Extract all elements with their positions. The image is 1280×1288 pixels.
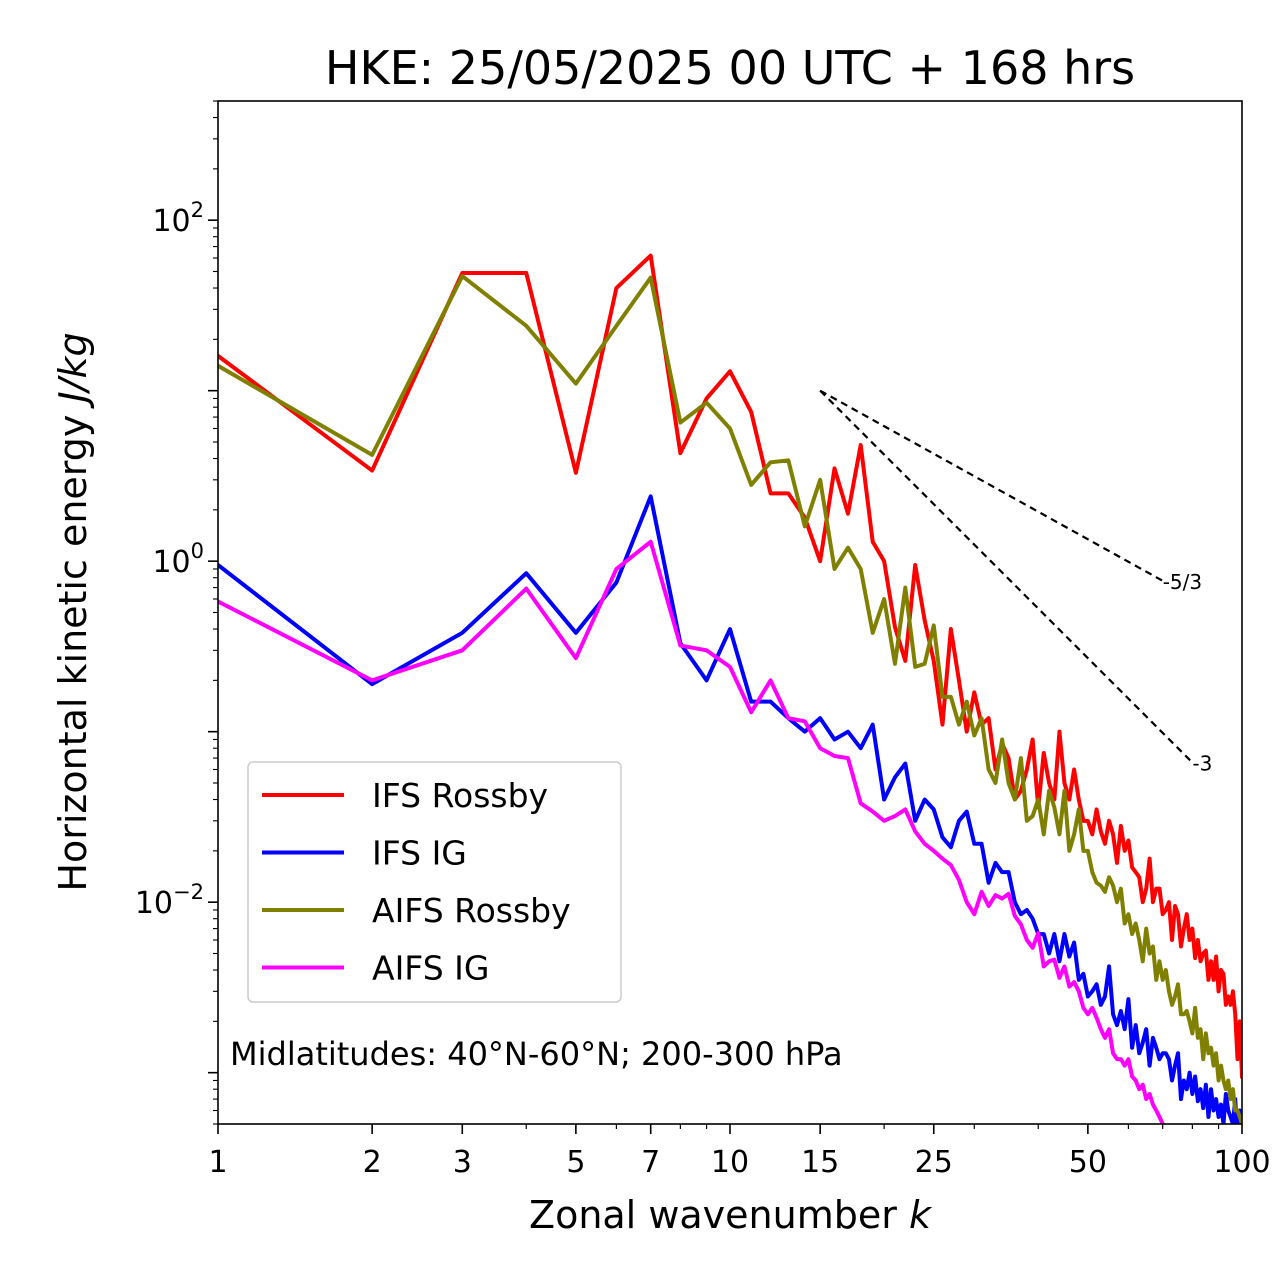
legend-box [247,761,622,1003]
legend: IFS Rossby IFS IG AIFS Rossby AIFS IG [247,761,622,1003]
x-tick-label: 10 [711,1145,749,1180]
legend-label-aifs-ig: AIFS IG [372,949,489,988]
region-annotation: Midlatitudes: 40°N-60°N; 200-300 hPa [230,1035,843,1073]
x-tick-label: 15 [801,1145,839,1180]
reference-slope-layer: -5/3 -3 [819,389,1212,776]
series-line-aifs-rossby [218,274,1242,1124]
x-axis-label: Zonal wavenumber k [529,1193,933,1237]
x-tick-label: 5 [566,1145,585,1180]
x-tick-label: 7 [641,1145,660,1180]
legend-label-ifs-rossby: IFS Rossby [372,776,548,815]
slope-line-3 [819,389,1194,764]
x-tick-label: 100 [1213,1145,1270,1180]
y-tick-label: 10−2 [135,880,204,921]
series-line-aifs-ig [218,539,1165,1124]
x-tick-label: 25 [915,1145,953,1180]
y-tick-label: 102 [152,198,204,239]
chart-title: HKE: 25/05/2025 00 UTC + 168 hrs [325,41,1135,95]
series-layer [218,253,1242,1124]
y-axis-label: Horizontal kinetic energy J/kg [51,332,95,891]
series-line-ifs-rossby [218,253,1242,1079]
slope-line-53 [819,389,1164,582]
legend-label-aifs-rossby: AIFS Rossby [372,891,571,930]
y-tick-label: 100 [152,539,204,580]
axis-ticks: 1 2 3 5 7 10 15 25 50 100 102 100 10−2 [135,100,1271,1180]
series-line-ifs-ig [218,494,1242,1124]
slope-label-3: -3 [1192,752,1212,776]
legend-label-ifs-ig: IFS IG [372,834,467,873]
x-tick-label: 50 [1069,1145,1107,1180]
x-tick-label: 1 [208,1145,227,1180]
x-tick-label: 3 [453,1145,472,1180]
slope-label-53: -5/3 [1163,570,1202,594]
x-tick-label: 2 [363,1145,382,1180]
